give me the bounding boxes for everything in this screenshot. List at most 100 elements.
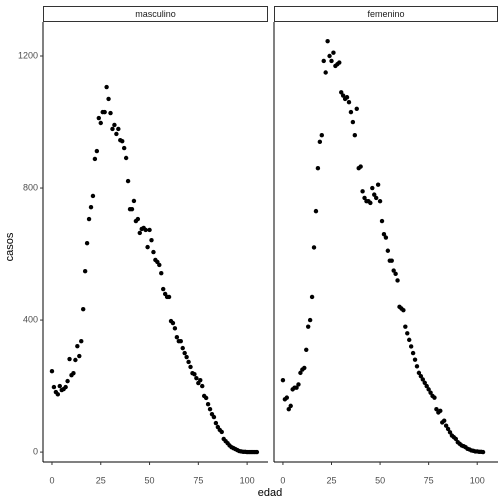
point	[110, 126, 115, 132]
point	[447, 430, 453, 435]
point	[401, 307, 406, 313]
point	[294, 385, 299, 390]
point	[480, 449, 486, 455]
point	[98, 120, 103, 126]
point	[104, 84, 109, 90]
point	[108, 110, 113, 116]
point	[94, 148, 100, 154]
point	[143, 227, 148, 233]
point	[414, 364, 420, 369]
strip	[43, 6, 268, 22]
point	[416, 370, 422, 376]
point	[80, 306, 86, 312]
x-tick-label: 100	[240, 475, 255, 485]
point	[309, 294, 315, 300]
point	[90, 193, 96, 199]
point	[352, 133, 358, 138]
point	[198, 377, 203, 383]
point	[391, 268, 396, 273]
point	[302, 365, 307, 371]
point	[79, 338, 84, 344]
point	[151, 249, 156, 255]
point	[344, 95, 350, 100]
x-tick-label: 75	[424, 475, 434, 485]
point	[368, 200, 373, 206]
point	[125, 178, 131, 184]
point	[84, 240, 90, 246]
point	[373, 195, 379, 201]
point	[161, 286, 166, 292]
point	[49, 369, 55, 374]
point	[375, 182, 381, 187]
point	[186, 359, 191, 365]
point	[403, 324, 408, 329]
point	[408, 344, 414, 349]
point	[96, 115, 102, 121]
point	[63, 384, 68, 390]
point	[405, 331, 410, 336]
point	[145, 244, 150, 250]
point	[337, 60, 342, 65]
point	[327, 53, 332, 59]
point	[207, 406, 213, 412]
point	[57, 383, 62, 389]
point	[194, 375, 199, 381]
point	[184, 354, 189, 360]
point	[86, 216, 92, 222]
y-tick-label: 800	[23, 182, 38, 192]
x-tick-label: 25	[96, 475, 106, 485]
point	[441, 418, 447, 423]
point	[112, 122, 117, 128]
point	[182, 350, 187, 356]
point	[180, 345, 185, 351]
point	[360, 189, 365, 194]
point	[362, 195, 367, 201]
point	[438, 408, 443, 414]
point	[178, 338, 183, 344]
x-tick-label: 100	[470, 475, 485, 485]
point	[296, 382, 301, 387]
point	[123, 155, 129, 161]
point	[157, 262, 162, 268]
point	[317, 139, 323, 145]
point	[329, 58, 334, 64]
y-tick-label: 0	[33, 446, 38, 456]
point	[65, 378, 70, 384]
point	[445, 426, 451, 432]
x-axis-title: edad	[258, 487, 282, 499]
x-tick-label: 50	[145, 475, 155, 485]
point	[377, 199, 383, 204]
point	[284, 395, 290, 400]
point	[311, 245, 317, 250]
point	[339, 90, 344, 95]
point	[213, 420, 219, 426]
point	[288, 403, 293, 409]
point	[315, 166, 321, 171]
point	[77, 353, 82, 359]
y-tick-label: 400	[23, 314, 38, 324]
point	[82, 269, 88, 274]
point	[424, 383, 429, 389]
point	[407, 337, 412, 343]
point	[55, 392, 61, 397]
y-axis-title: casos	[4, 232, 16, 261]
point	[418, 373, 424, 379]
point	[383, 235, 389, 240]
point	[149, 237, 154, 243]
point	[73, 357, 78, 363]
point	[211, 414, 217, 420]
point	[170, 320, 176, 326]
point	[426, 387, 431, 392]
point	[135, 216, 141, 222]
point	[121, 145, 127, 151]
x-tick-label: 50	[375, 475, 385, 485]
x-tick-label: 75	[193, 475, 203, 485]
point	[420, 377, 426, 382]
point	[298, 370, 303, 376]
point	[305, 324, 311, 329]
strip-label: femenino	[367, 9, 404, 19]
point	[385, 248, 391, 253]
point	[348, 109, 354, 115]
point	[120, 138, 125, 144]
point	[443, 423, 449, 428]
